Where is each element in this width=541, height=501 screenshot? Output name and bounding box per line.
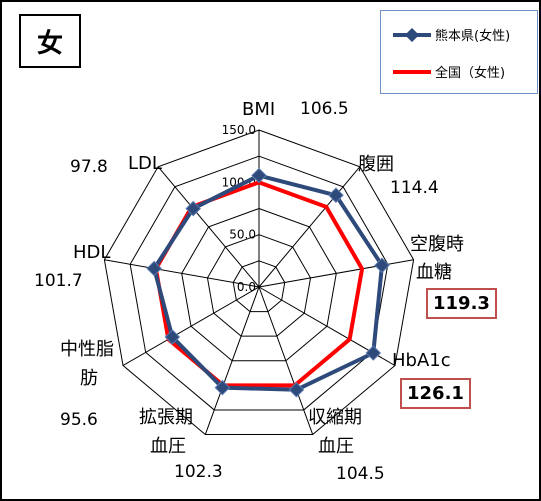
chart-title: 女: [19, 14, 81, 68]
point-kumamoto-8: [185, 200, 201, 217]
grid-ring-75: [181, 207, 337, 362]
legend-item-kumamoto: 熊本県(女性): [391, 25, 510, 44]
axis-label-tg-line1: 中性脂: [60, 339, 114, 360]
legend-kumamoto-label: 熊本県(女性): [435, 29, 511, 44]
value-label-bmi: 106.5: [300, 99, 349, 119]
grid-ring-125: [129, 155, 389, 411]
axis-label-ldl: LDL: [128, 153, 162, 174]
point-kumamoto-3: [365, 345, 382, 361]
axis-label-dbp-line2: 血圧: [150, 436, 186, 457]
tick-label-1: 50.0: [229, 228, 256, 242]
grid-ring-150: [103, 129, 415, 436]
legend-national-label: 全国（女性): [435, 66, 506, 81]
value-label-dbp: 102.3: [174, 462, 223, 482]
series-kumamoto-line: [152, 173, 384, 392]
axis-label-bmi: BMI: [242, 99, 276, 120]
tick-label-3: 150.0: [222, 123, 256, 137]
axis-label-hdl: HDL: [73, 242, 111, 263]
point-kumamoto-5: [214, 379, 231, 396]
value-label-hba1c: 126.1: [400, 378, 471, 409]
axis-label-glucose-line1: 空腹時: [410, 234, 464, 255]
spoke-1: [258, 166, 361, 288]
spoke-2: [258, 259, 414, 288]
axis-label-tg-line2: 肪: [80, 368, 98, 389]
point-kumamoto-4: [288, 382, 305, 398]
spoke-4: [258, 286, 314, 435]
legend-item-national: 全国（女性): [391, 62, 505, 81]
point-kumamoto-7: [146, 260, 162, 277]
axis-label-sbp-line1: 収縮期: [308, 407, 362, 428]
axis-label-hba1c: HbA1c: [392, 350, 451, 371]
point-kumamoto-1: [328, 187, 344, 204]
spoke-7: [104, 259, 260, 288]
axis-label-glucose-line2: 血糖: [416, 262, 452, 283]
value-label-waist: 114.4: [390, 178, 439, 198]
point-kumamoto-2: [374, 257, 390, 274]
tick-label-0: 0.0: [237, 280, 256, 294]
spoke-6: [122, 286, 260, 366]
axis-label-dbp-line1: 拡張期: [139, 407, 193, 428]
value-label-ldl: 97.8: [70, 157, 108, 177]
axis-label-waist: 腹囲: [358, 154, 394, 175]
value-label-hdl: 101.7: [34, 271, 83, 291]
grid-ring-50: [206, 234, 312, 337]
value-label-tg: 95.6: [60, 410, 98, 430]
axis-label-sbp-line2: 血圧: [318, 436, 354, 457]
legend-national-swatch: [393, 69, 431, 74]
value-label-glucose: 119.3: [426, 288, 497, 319]
point-kumamoto-6: [164, 329, 181, 345]
grid-ring-25: [232, 260, 286, 313]
value-label-sbp: 104.5: [336, 464, 385, 484]
spoke-8: [157, 166, 260, 288]
legend-kumamoto-swatch: [393, 27, 431, 42]
spoke-5: [204, 286, 260, 435]
point-kumamoto-0: [251, 167, 267, 184]
legend: 熊本県(女性) 全国（女性): [380, 10, 538, 94]
